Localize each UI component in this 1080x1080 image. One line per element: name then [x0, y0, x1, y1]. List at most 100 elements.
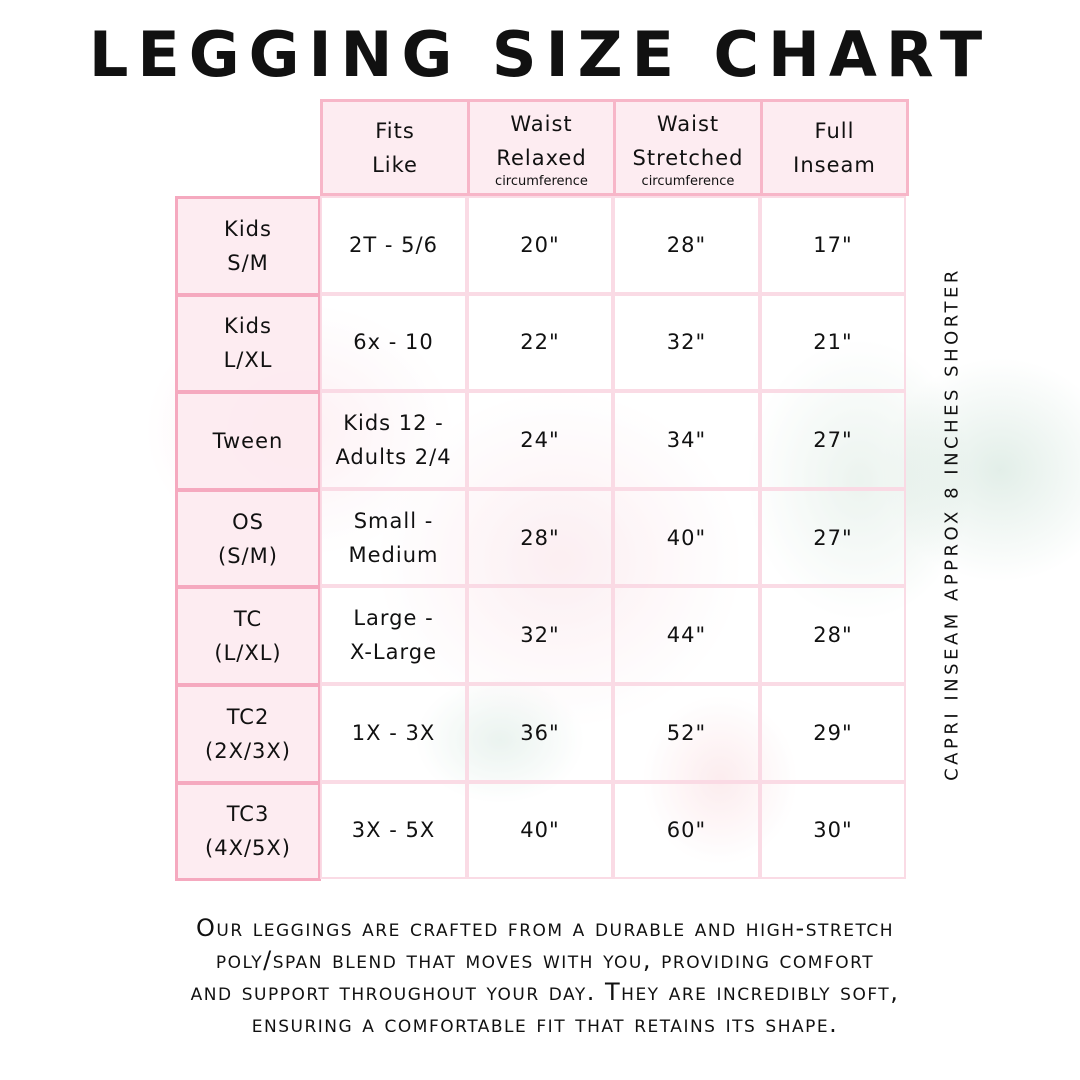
value: 36": [520, 720, 560, 745]
size-label-line: TC2: [226, 704, 270, 729]
size-label-line: L/XL: [223, 348, 273, 373]
fits-like-cell: Kids 12 - Adults 2/4: [320, 391, 467, 489]
value: 60": [666, 818, 707, 843]
fits-like-line: 2T - 5/6: [349, 232, 438, 257]
inseam-cell: 29": [760, 684, 906, 782]
size-label-line: TC3: [226, 802, 270, 827]
waist-stretched-cell: 60": [613, 781, 760, 880]
value: 17": [813, 232, 853, 257]
fits-like-cell: Large - X-Large: [320, 586, 467, 684]
waist-relaxed-cell: 20": [467, 196, 613, 294]
size-label-line: (L/XL): [214, 641, 282, 666]
inseam-cell: 30": [760, 781, 906, 880]
value: 32": [666, 330, 707, 355]
waist-stretched-cell: 32": [613, 293, 760, 392]
size-label-line: (4X/5X): [205, 836, 291, 861]
size-label: TC3 (4X/5X): [175, 781, 321, 882]
inseam-cell: 27": [760, 391, 906, 489]
size-label: TC2 (2X/3X): [175, 684, 321, 784]
description: Our leggings are crafted from a durable …: [40, 912, 1050, 1040]
fits-like-cell: 3X - 5X: [320, 781, 467, 880]
inseam-cell: 17": [760, 196, 906, 294]
value: 28": [666, 232, 707, 257]
waist-relaxed-cell: 24": [467, 391, 613, 489]
header-line: Stretched: [632, 145, 744, 170]
fits-like-cell: 1X - 3X: [320, 684, 467, 782]
value: 29": [813, 720, 853, 745]
value: 24": [520, 427, 560, 452]
header-line: Full: [814, 118, 855, 143]
value: 27": [813, 525, 853, 550]
waist-stretched-cell: 28": [613, 196, 760, 294]
fits-like-line: 1X - 3X: [351, 720, 436, 745]
description-line: and support throughout your day. They ar…: [190, 978, 900, 1006]
value: 44": [666, 623, 707, 648]
size-label-line: Tween: [212, 428, 284, 453]
size-label: TC (L/XL): [175, 586, 321, 686]
value: 20": [520, 232, 560, 257]
column-header: Full Inseam: [760, 99, 909, 196]
waist-stretched-cell: 44": [613, 586, 760, 684]
waist-stretched-cell: 34": [613, 391, 760, 489]
value: 32": [520, 623, 560, 648]
fits-like-line: Large -: [353, 606, 434, 631]
value: 27": [813, 427, 853, 452]
size-label: Kids S/M: [175, 196, 321, 296]
value: 52": [666, 720, 707, 745]
size-label: Kids L/XL: [175, 293, 321, 394]
size-label: OS (S/M): [175, 488, 321, 589]
inseam-cell: 21": [760, 293, 906, 392]
value: 21": [813, 330, 853, 355]
column-header: Waist Relaxed circumference: [467, 99, 616, 196]
waist-relaxed-cell: 40": [467, 781, 613, 880]
value: 28": [813, 623, 853, 648]
size-label-line: (2X/3X): [205, 738, 291, 763]
fits-like-line: X-Large: [349, 640, 437, 665]
inseam-cell: 27": [760, 488, 906, 587]
column-header: Waist Stretched circumference: [613, 99, 763, 196]
description-line: Our leggings are crafted from a durable …: [196, 914, 894, 942]
header-subtitle: circumference: [495, 173, 588, 189]
description-line: ensuring a comfortable fit that retains …: [251, 1010, 839, 1038]
waist-stretched-cell: 40": [613, 488, 760, 587]
size-label-line: OS: [232, 509, 264, 534]
waist-relaxed-cell: 22": [467, 293, 613, 392]
fits-like-line: Kids 12 -: [343, 410, 444, 435]
fits-like-cell: 6x - 10: [320, 293, 467, 392]
size-label-line: Kids: [224, 314, 272, 339]
page-title: LEGGING SIZE CHART: [88, 18, 992, 91]
header-line: Inseam: [793, 152, 876, 177]
header-line: Relaxed: [496, 145, 587, 170]
fits-like-line: Adults 2/4: [335, 444, 452, 469]
fits-like-line: 6x - 10: [353, 330, 434, 355]
header-line: Fits: [375, 118, 415, 143]
fits-like-line: 3X - 5X: [351, 818, 436, 843]
size-label-line: (S/M): [218, 543, 278, 568]
value: 34": [666, 427, 707, 452]
value: 22": [520, 330, 560, 355]
waist-stretched-cell: 52": [613, 684, 760, 782]
value: 40": [520, 818, 560, 843]
fits-like-line: Small -: [353, 508, 434, 533]
waist-relaxed-cell: 36": [467, 684, 613, 782]
fits-like-line: Medium: [348, 542, 439, 567]
column-header: Fits Like: [320, 99, 470, 196]
size-label: Tween: [175, 391, 321, 491]
header-line: Like: [372, 152, 418, 177]
waist-relaxed-cell: 28": [467, 488, 613, 587]
header-line: Waist: [656, 111, 720, 136]
value: 28": [520, 525, 560, 550]
value: 40": [666, 525, 707, 550]
size-label-line: S/M: [227, 250, 269, 275]
fits-like-cell: Small - Medium: [320, 488, 467, 587]
header-line: Waist: [510, 111, 573, 136]
inseam-cell: 28": [760, 586, 906, 684]
value: 30": [813, 818, 853, 843]
header-subtitle: circumference: [641, 173, 735, 189]
capri-note: CAPRI INSEAM APPROX 8 INCHES SHORTER: [941, 267, 963, 781]
waist-relaxed-cell: 32": [467, 586, 613, 684]
size-label-line: Kids: [224, 216, 272, 241]
description-line: poly/span blend that moves with you, pro…: [215, 946, 875, 974]
size-label-line: TC: [233, 607, 263, 632]
fits-like-cell: 2T - 5/6: [320, 196, 467, 294]
